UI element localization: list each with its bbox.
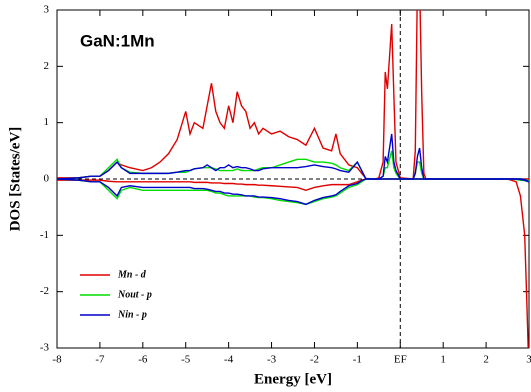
y-tick-label: 1 [44, 116, 50, 128]
dos-line [57, 150, 529, 182]
y-tick-label: 3 [44, 4, 50, 16]
legend-label: Nin - p [117, 309, 147, 320]
annotation: GaN:1Mn [80, 31, 155, 50]
x-axis-title: Energy [eV] [254, 371, 332, 387]
x-tick-label: 2 [483, 354, 489, 366]
y-tick-label: -1 [40, 229, 49, 241]
dos-line [57, 178, 529, 206]
x-tick-label: -6 [138, 354, 148, 366]
y-axis-title: DOS [States/eV] [7, 127, 23, 232]
legend-label: Mn - d [117, 269, 147, 280]
y-tick-label: 0 [44, 173, 50, 185]
y-tick-label: 2 [44, 60, 50, 72]
x-tick-label: EF [394, 354, 407, 366]
x-tick-label: -5 [181, 354, 191, 366]
y-tick-label: -3 [40, 342, 50, 354]
x-tick-label: 1 [440, 354, 446, 366]
dos-line [57, 10, 529, 180]
x-tick-label: -1 [353, 354, 362, 366]
x-tick-label: -2 [310, 354, 319, 366]
x-tick-label: -3 [267, 354, 277, 366]
legend-label: Nout - p [117, 289, 152, 300]
y-tick-label: -2 [40, 285, 49, 297]
x-tick-label: -4 [224, 354, 234, 366]
x-tick-label: 3 [526, 354, 531, 366]
x-tick-label: -8 [52, 354, 62, 366]
dos-line [57, 133, 529, 183]
x-tick-label: -7 [95, 354, 105, 366]
plot-area [57, 10, 529, 348]
